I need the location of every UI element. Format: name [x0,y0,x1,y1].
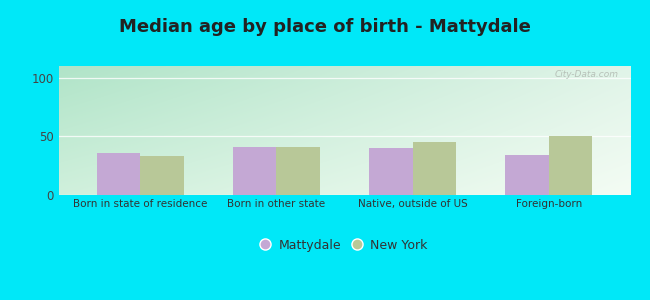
Text: City-Data.com: City-Data.com [555,70,619,79]
Text: Median age by place of birth - Mattydale: Median age by place of birth - Mattydale [119,18,531,36]
Bar [276,147,320,195]
Bar [549,136,592,195]
Bar [369,148,413,195]
Bar [505,155,549,195]
Bar [233,147,276,195]
Bar [140,156,184,195]
Bar [97,153,140,195]
Bar [413,142,456,195]
Legend: Mattydale, New York: Mattydale, New York [258,235,431,256]
